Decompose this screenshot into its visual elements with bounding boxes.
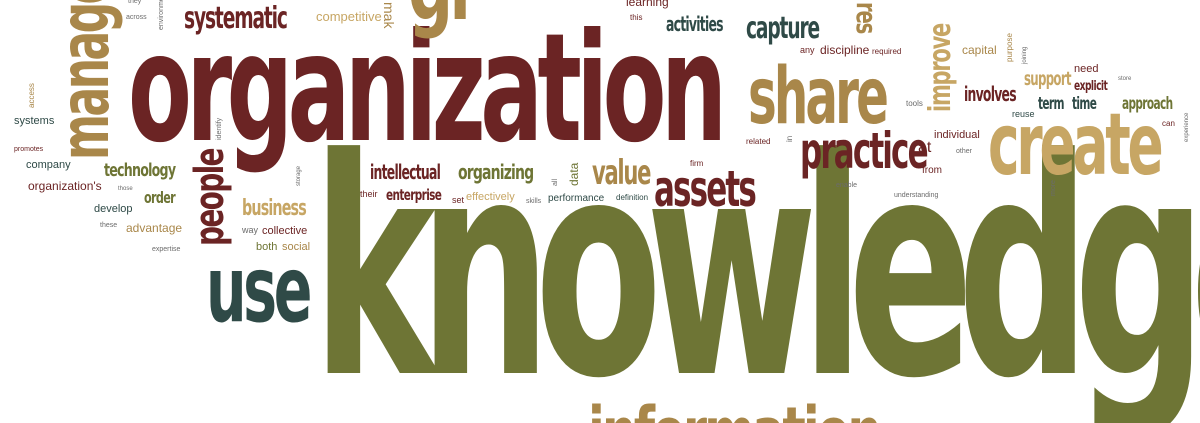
word-business: business: [242, 196, 307, 221]
word-technology: technology: [104, 160, 176, 181]
word-assets: assets: [654, 160, 757, 218]
word-order: order: [144, 188, 176, 207]
word-identify: identify: [216, 117, 223, 140]
word-joining: joining: [1022, 46, 1028, 64]
word-tools: tools: [906, 99, 923, 108]
word-organizations: organization's: [28, 179, 102, 193]
word-people: people: [187, 149, 233, 246]
word-approach: approach: [1122, 94, 1173, 114]
word-develop: develop: [94, 203, 133, 215]
word-need: need: [1074, 63, 1099, 75]
word-any: any: [800, 45, 815, 55]
word-these: these: [100, 222, 118, 229]
word-they: they: [128, 0, 142, 5]
word-access: access: [27, 83, 36, 108]
word-more: more: [1050, 180, 1057, 196]
word-at: at: [918, 139, 932, 156]
word-those: those: [118, 186, 133, 192]
word-research: res: [850, 2, 883, 34]
word-effectively: effectively: [466, 191, 515, 203]
word-skills: skills: [526, 198, 542, 205]
word-from: from: [922, 165, 942, 176]
word-organization: organization: [128, 2, 727, 176]
word-individual: individual: [934, 129, 980, 141]
word-create: create: [988, 95, 1164, 195]
word-competitive: competitive: [316, 9, 382, 24]
word-systems: systems: [14, 115, 55, 127]
word-share: share: [748, 52, 889, 142]
word-organizing: organizing: [458, 160, 534, 184]
word-involves: involves: [964, 82, 1017, 106]
word-capture: capture: [746, 11, 820, 46]
word-collective: collective: [262, 225, 308, 237]
word-environment: environment: [158, 0, 165, 30]
word-set: set: [452, 195, 465, 205]
word-promotes: promotes: [14, 146, 44, 153]
word-knowledge: knowledge: [312, 95, 1200, 423]
word-this: this: [630, 13, 643, 22]
word-practice: practice: [800, 122, 929, 180]
word-make: mak: [381, 2, 397, 29]
word-use: use: [206, 236, 312, 343]
word-all: all: [552, 178, 559, 186]
word-expertise: expertise: [152, 246, 181, 253]
word-company: company: [26, 159, 71, 171]
word-information: information: [588, 398, 882, 423]
word-experience: experience: [1184, 112, 1190, 142]
word-firm: firm: [690, 159, 704, 168]
word-term: term: [1038, 94, 1064, 114]
word-improve: improve: [923, 23, 958, 112]
word-reuse: reuse: [1012, 109, 1035, 119]
word-activities: activities: [666, 12, 723, 36]
word-definition: definition: [616, 193, 649, 202]
word-across: across: [126, 14, 147, 21]
word-their: their: [360, 189, 378, 199]
word-both: both: [256, 241, 278, 253]
word-data: data: [567, 162, 581, 186]
word-advantage: advantage: [126, 221, 183, 235]
word-value: value: [592, 153, 651, 193]
word-support: support: [1024, 68, 1072, 90]
word-related: related: [746, 137, 771, 146]
word-way: way: [242, 225, 259, 235]
word-time: time: [1072, 94, 1097, 114]
word-manage: manage: [46, 0, 125, 161]
word-other: other: [956, 148, 972, 155]
word-top-partial: gr: [408, 0, 480, 34]
word-store: store: [1118, 76, 1132, 82]
word-storage: storage: [296, 165, 302, 186]
word-capital: capital: [962, 43, 997, 57]
word-intellectual: intellectual: [370, 160, 441, 184]
word-systematic: systematic: [184, 1, 288, 36]
word-enable: enable: [836, 182, 858, 189]
word-discipline: discipline: [820, 43, 870, 57]
word-learning: learning: [626, 0, 669, 9]
word-performance: performance: [548, 193, 605, 204]
word-can: can: [1162, 119, 1175, 128]
word-purpose: purpose: [1005, 33, 1014, 62]
word-enterprise: enterprise: [386, 186, 442, 204]
word-explicit: explicit: [1074, 79, 1108, 94]
word-understanding: understanding: [894, 192, 939, 199]
word-in: in: [785, 135, 794, 142]
word-required: required: [872, 47, 902, 56]
word-social: social: [282, 241, 311, 253]
